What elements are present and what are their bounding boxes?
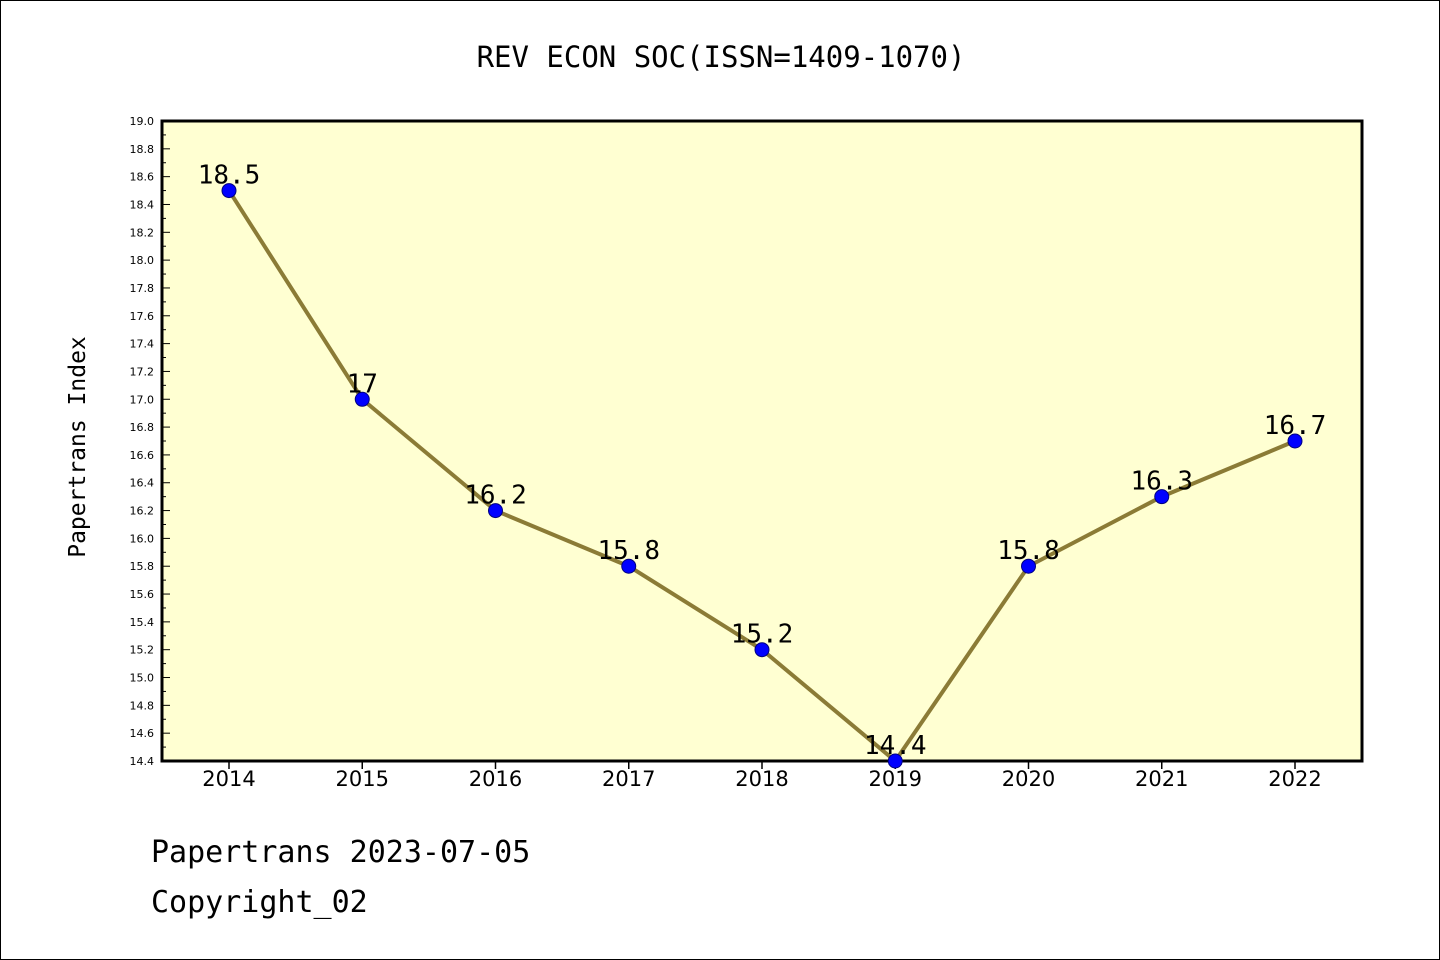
y-tick-label: 14.4	[130, 755, 155, 768]
y-tick-label: 17.8	[130, 282, 155, 295]
data-point	[621, 558, 637, 574]
data-label: 15.2	[731, 620, 794, 650]
x-tick-label: 2022	[1268, 767, 1321, 791]
data-point	[488, 503, 503, 519]
y-tick-label: 19.0	[130, 115, 155, 128]
data-point	[354, 391, 370, 407]
y-tick-label: 15.4	[130, 616, 155, 629]
x-tick-label: 2021	[1135, 767, 1188, 791]
y-tick-label: 17.2	[130, 365, 155, 378]
y-tick-label: 16.8	[130, 421, 155, 434]
y-tick-label: 14.6	[130, 727, 155, 740]
y-tick-label: 18.6	[130, 171, 155, 184]
data-point	[1154, 489, 1170, 505]
x-tick-label: 2019	[869, 767, 922, 791]
data-point	[1287, 433, 1303, 449]
y-tick-label: 15.2	[130, 644, 155, 657]
y-tick-label: 17.4	[130, 338, 155, 351]
plot-area	[160, 119, 1364, 763]
x-tick-label: 2018	[735, 767, 788, 791]
y-tick-label: 17.6	[130, 310, 155, 323]
y-tick-label: 18.4	[130, 198, 155, 211]
y-tick-label: 17.0	[130, 393, 155, 406]
data-point	[754, 642, 770, 658]
data-label: 15.8	[597, 536, 660, 566]
data-label: 15.8	[997, 536, 1060, 566]
y-tick-label: 15.6	[130, 588, 155, 601]
series-line-group	[221, 183, 1303, 769]
footer-date: Papertrans 2023-07-05	[151, 835, 531, 870]
y-tick-label: 16.6	[130, 449, 155, 462]
y-tick-label: 16.0	[130, 532, 155, 545]
data-point	[221, 183, 237, 199]
y-tick-label: 18.2	[130, 226, 155, 239]
data-label: 16.2	[464, 481, 527, 511]
y-tick-label: 15.8	[130, 560, 155, 573]
y-axis-label: Papertrans Index	[65, 336, 91, 558]
data-label: 17	[347, 369, 378, 399]
data-label: 16.7	[1264, 411, 1327, 441]
footer-copyright: Copyright_02	[151, 885, 368, 920]
y-axis: 14.4 14.6 14.8 15.0 15.2 15.4 15.6 15.8 16.0 16.2…	[130, 115, 170, 768]
x-tick-label: 2017	[602, 767, 655, 791]
y-tick-label: 15.0	[130, 672, 155, 685]
data-point	[1021, 558, 1036, 574]
x-tick-label: 2014	[202, 767, 255, 791]
x-tick-label: 2015	[336, 767, 389, 791]
y-tick-label: 18.8	[130, 143, 155, 156]
x-tick-label: 2016	[469, 767, 522, 791]
data-label: 18.5	[198, 161, 261, 191]
y-tick-label: 14.8	[130, 699, 155, 712]
data-label: 16.3	[1130, 467, 1193, 497]
y-tick-label: 16.4	[130, 477, 155, 490]
y-tick-label: 16.2	[130, 505, 155, 518]
x-tick-label: 2020	[1002, 767, 1055, 791]
data-point	[887, 753, 903, 769]
x-axis: 2014 2015 2016 2017 2018 2019 2020 2021 2022	[202, 761, 1322, 791]
data-labels: 18.5 17 16.2 15.8 15.2 14.4 15.8 16.3 16.7	[198, 161, 1327, 761]
data-label: 14.4	[864, 731, 927, 761]
y-tick-label: 18.0	[130, 254, 155, 267]
chart-title: REV ECON SOC(ISSN=1409-1070)	[477, 40, 966, 74]
